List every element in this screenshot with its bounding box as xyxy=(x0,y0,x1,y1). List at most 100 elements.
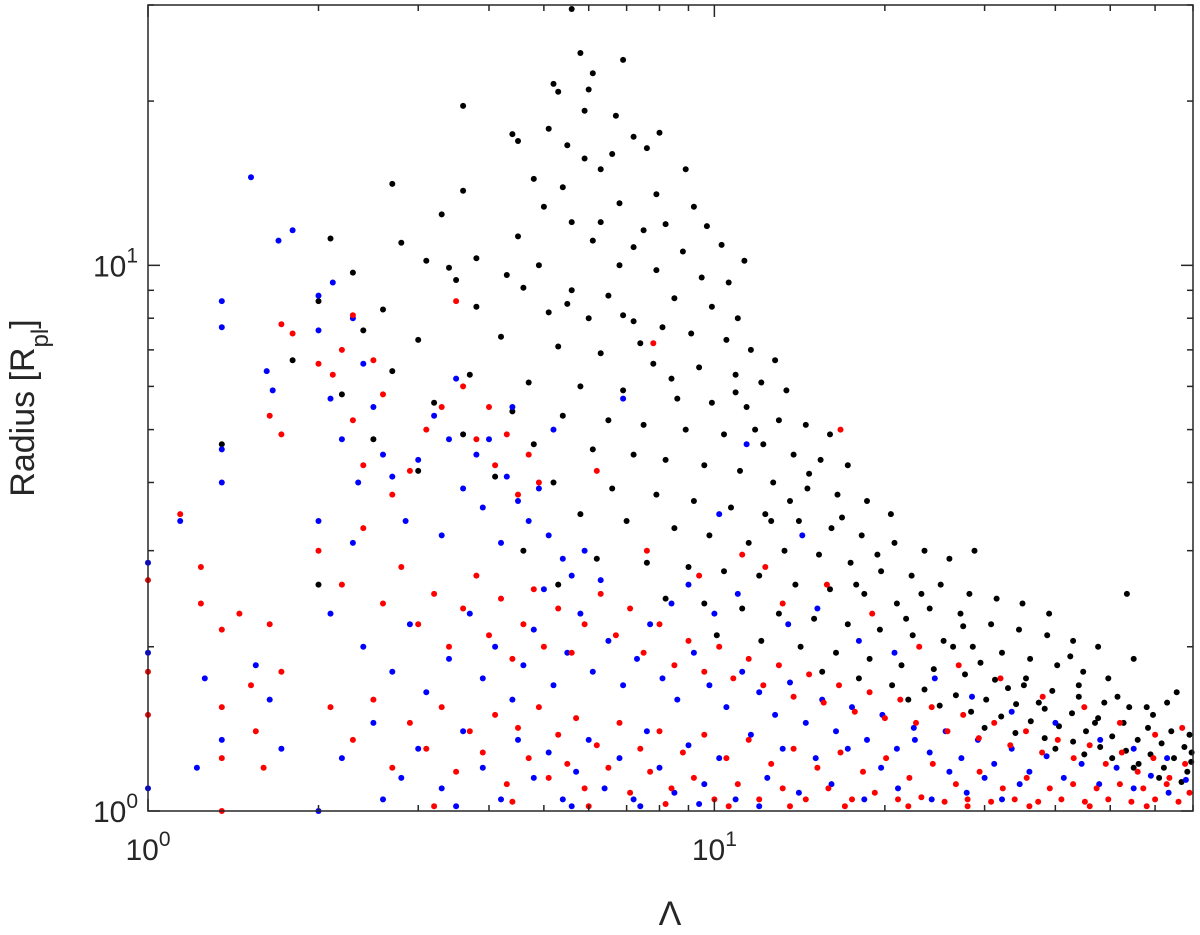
data-point xyxy=(1054,662,1061,669)
data-point xyxy=(389,491,396,498)
data-point xyxy=(460,485,467,492)
data-point xyxy=(1058,796,1065,803)
data-point xyxy=(1083,728,1089,735)
data-point xyxy=(380,306,386,313)
data-point xyxy=(643,145,650,152)
points-layer xyxy=(145,6,1195,814)
data-point xyxy=(498,333,504,340)
data-point xyxy=(520,621,527,628)
data-point xyxy=(855,637,862,644)
data-point xyxy=(881,715,888,722)
data-point xyxy=(581,547,588,554)
data-point xyxy=(498,539,504,546)
data-point xyxy=(690,649,697,656)
data-point xyxy=(653,491,660,498)
data-point xyxy=(1075,682,1082,689)
data-point xyxy=(1012,730,1019,736)
data-point xyxy=(415,621,422,628)
data-point xyxy=(1080,668,1087,675)
data-point xyxy=(479,764,486,771)
data-point xyxy=(620,682,627,689)
data-point xyxy=(360,327,367,334)
data-point xyxy=(893,745,900,752)
tick-labels-layer: 100 101 100 101 xyxy=(93,244,737,867)
data-point xyxy=(466,610,473,617)
data-point xyxy=(1054,736,1061,743)
data-point xyxy=(734,590,741,597)
data-point xyxy=(662,595,669,602)
data-point xyxy=(315,298,322,305)
data-point xyxy=(653,191,660,198)
data-point xyxy=(790,451,797,458)
data-point xyxy=(764,774,771,781)
data-point xyxy=(515,491,521,498)
x-tick-label: 100 xyxy=(125,828,170,867)
data-point xyxy=(530,586,537,593)
data-point xyxy=(964,803,971,810)
data-point xyxy=(545,309,552,316)
y-axis-label-main: Radius [R xyxy=(4,347,42,496)
data-point xyxy=(370,436,377,443)
data-point xyxy=(1102,760,1109,767)
data-point xyxy=(999,649,1005,656)
data-point xyxy=(1011,796,1018,803)
data-point xyxy=(878,568,885,575)
data-point xyxy=(806,671,813,678)
data-point xyxy=(1175,798,1182,805)
data-point xyxy=(597,350,604,357)
data-point xyxy=(1067,653,1074,660)
data-point xyxy=(696,572,703,579)
data-point xyxy=(550,80,557,87)
data-point xyxy=(329,279,336,286)
data-point xyxy=(1096,781,1103,788)
data-point xyxy=(473,303,480,310)
data-point xyxy=(1041,735,1048,742)
data-point xyxy=(762,511,769,518)
data-point xyxy=(398,239,405,246)
data-point xyxy=(573,768,580,775)
data-point xyxy=(568,6,575,12)
data-point xyxy=(785,621,792,628)
data-point xyxy=(1134,736,1141,743)
data-point xyxy=(858,532,865,539)
data-point xyxy=(479,675,486,682)
data-point xyxy=(991,760,998,767)
data-point xyxy=(1116,719,1123,726)
data-point xyxy=(991,719,998,726)
data-point xyxy=(851,708,858,715)
data-point xyxy=(988,798,995,805)
y-axis-label: Radius [Rpl] xyxy=(4,319,54,496)
data-point xyxy=(760,682,767,689)
data-point xyxy=(701,781,708,788)
data-point xyxy=(438,404,445,410)
data-point xyxy=(218,446,225,453)
data-point xyxy=(380,451,386,458)
data-point xyxy=(929,760,936,767)
data-point xyxy=(828,781,835,788)
data-point xyxy=(616,755,623,762)
data-point xyxy=(389,473,396,480)
data-point xyxy=(515,138,521,144)
data-point xyxy=(772,357,779,364)
data-point xyxy=(535,704,542,711)
data-point xyxy=(577,383,584,390)
data-point xyxy=(550,426,557,433)
data-point xyxy=(503,473,510,480)
data-point xyxy=(573,715,580,722)
data-point xyxy=(236,610,243,617)
data-point xyxy=(446,643,452,650)
data-point xyxy=(545,532,552,539)
data-point xyxy=(438,704,445,711)
data-point xyxy=(721,431,727,438)
data-point xyxy=(555,88,562,95)
data-point xyxy=(1005,685,1011,692)
data-point xyxy=(278,668,285,675)
data-point xyxy=(723,755,730,762)
data-point xyxy=(844,621,851,628)
data-point xyxy=(389,180,396,187)
data-point xyxy=(668,785,675,792)
data-point xyxy=(1027,718,1034,725)
data-point xyxy=(790,745,797,752)
data-point xyxy=(706,682,713,689)
data-point xyxy=(589,237,596,244)
